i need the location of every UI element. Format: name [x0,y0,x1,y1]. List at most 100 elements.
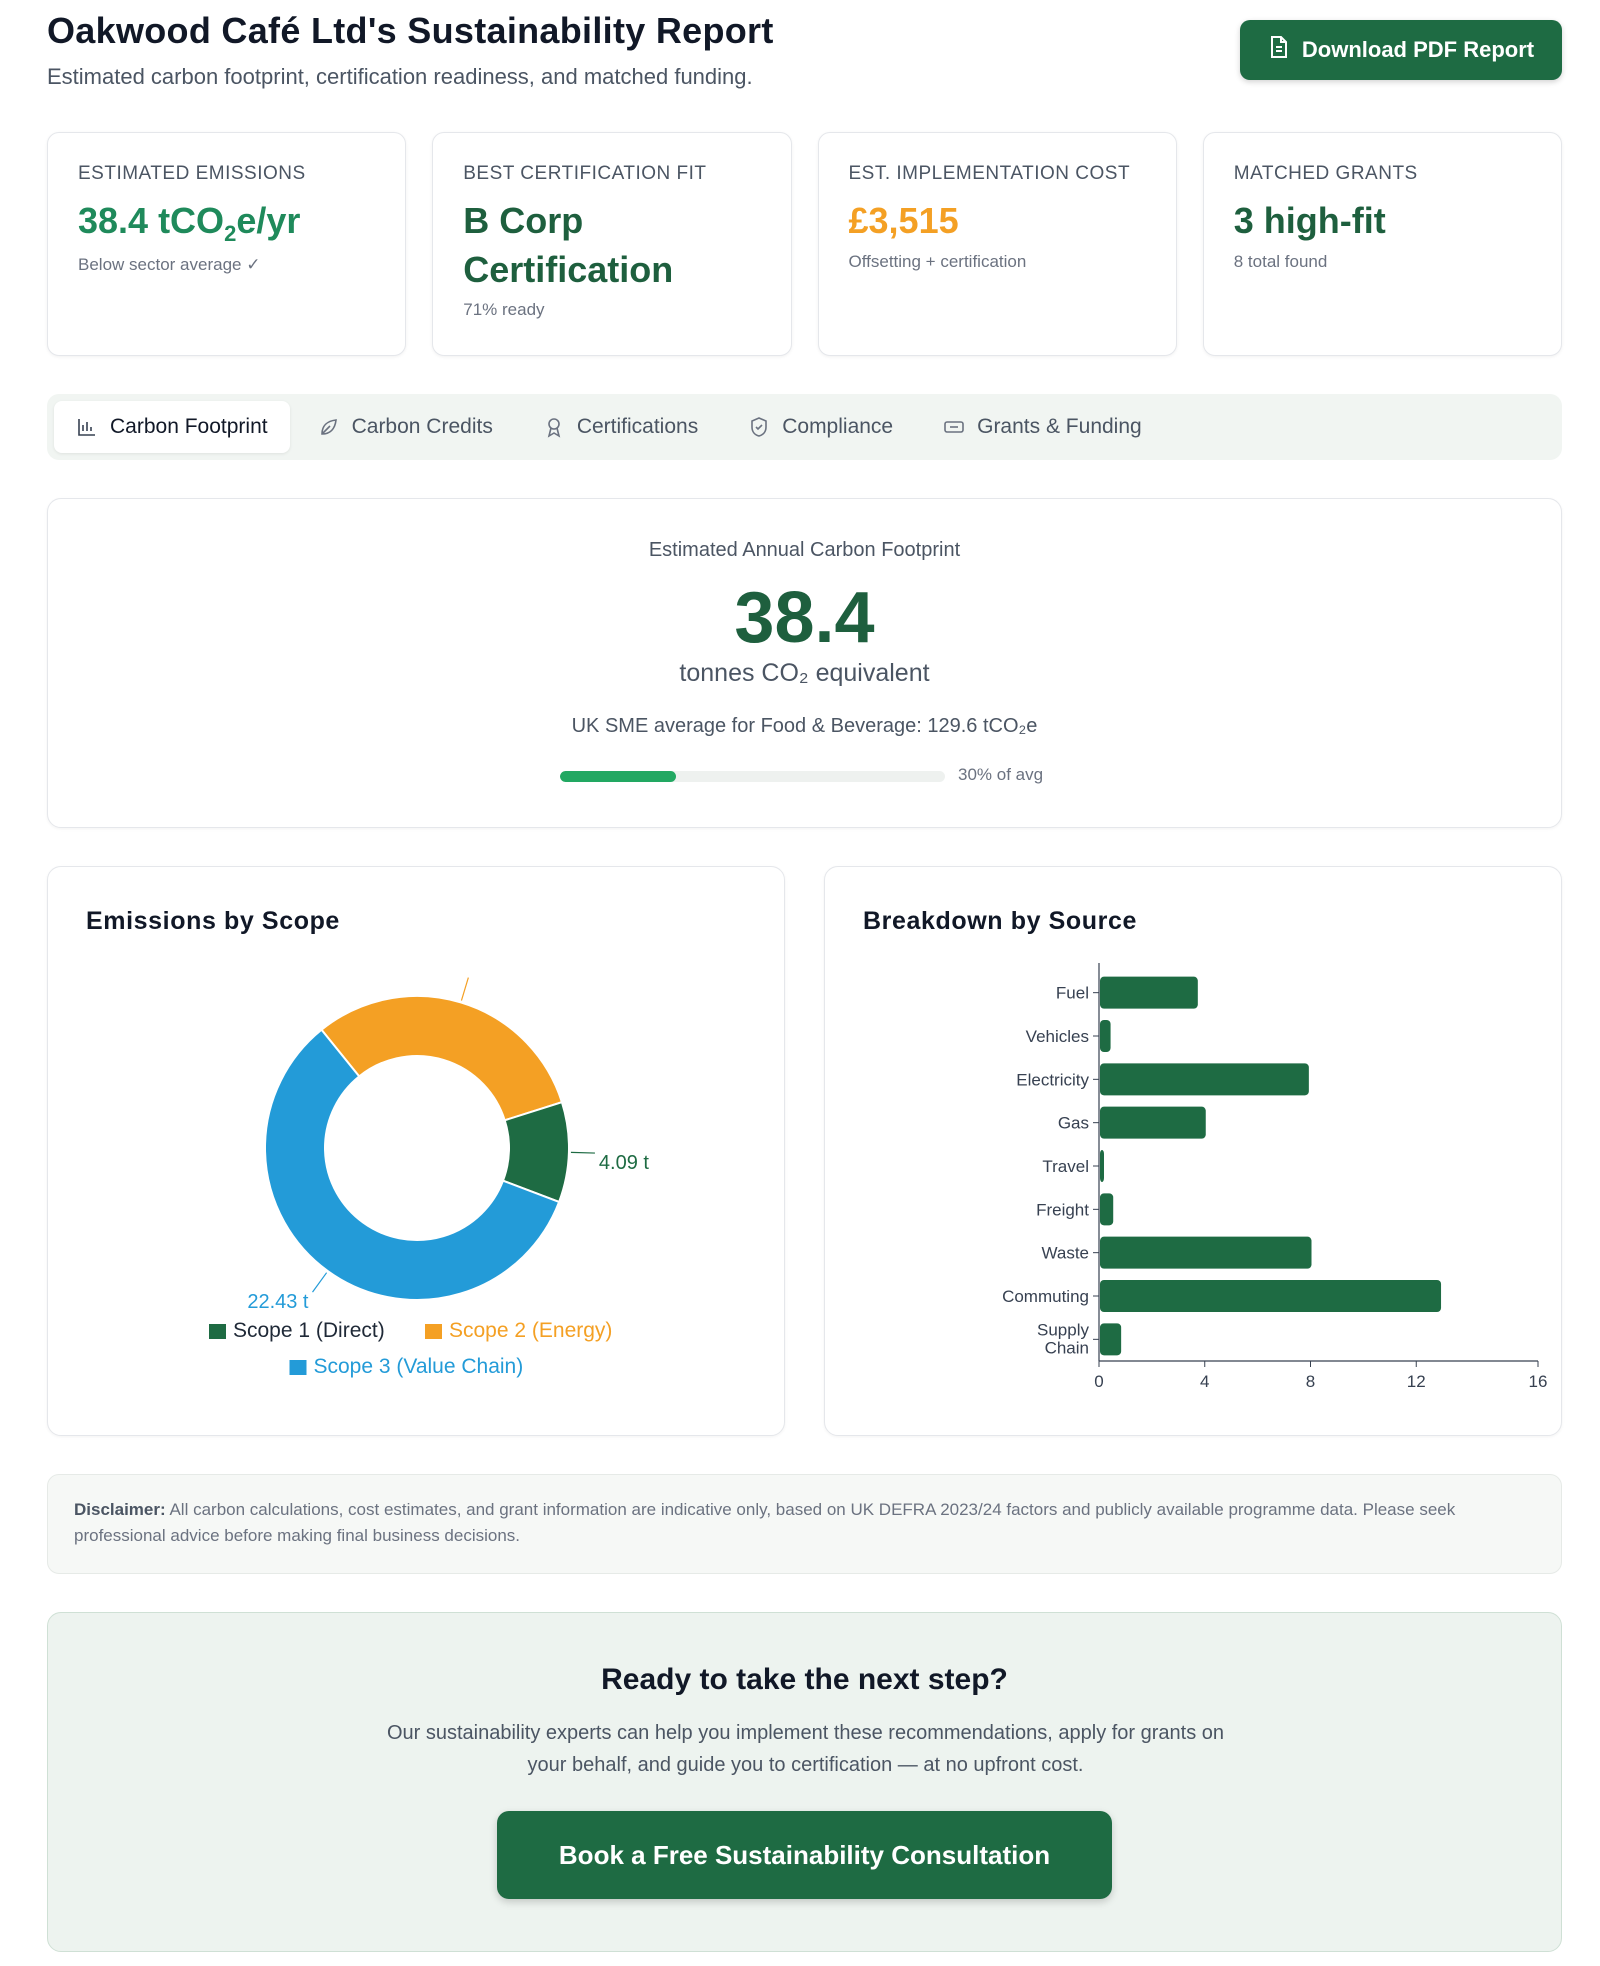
report-tabs: Carbon Footprint Carbon Credits Certific… [47,394,1562,460]
y-tick-label: Travel [1042,1157,1089,1176]
bar-commuting [1100,1280,1442,1312]
y-tick-label: Gas [1058,1114,1089,1133]
y-tick-label: Chain [1045,1338,1089,1357]
kpi-sub: 8 total found [1233,251,1328,271]
chart-title: Breakdown by Source [863,907,1137,935]
disclaimer-heading: Disclaimer: [74,1500,166,1519]
y-tick-label: Waste [1041,1244,1089,1263]
cta-title: Ready to take the next step? [601,1663,1008,1696]
award-icon [547,418,561,438]
legend-label: Scope 1 (Direct) [233,1319,385,1342]
x-tick-label: 16 [1529,1372,1548,1391]
donut-leader-line [460,977,469,1001]
bar-fuel [1100,976,1198,1009]
footprint-summary-card: Estimated Annual Carbon Footprint 38.4 t… [47,498,1562,828]
legend-label: Scope 3 (Value Chain) [314,1355,524,1378]
bar-supply-chain [1100,1323,1122,1356]
kpi-label: Best Certification Fit [463,163,707,184]
tab-label: Compliance [782,415,894,438]
kpi-value: £3,515 [848,200,959,241]
legend-swatch [209,1324,226,1339]
kpi-sub: 71% ready [463,300,545,320]
kpi-sub: Below sector average ✓ [78,254,261,274]
kpi-value: 38.4 tCO2e/yr [78,197,375,249]
legend-swatch [425,1324,442,1339]
bar-waste [1100,1236,1312,1269]
y-tick-label: Electricity [1016,1070,1089,1089]
footprint-value: 38.4 [734,578,875,658]
y-tick-label: Supply [1037,1320,1089,1339]
tab-label: Carbon Footprint [110,415,268,438]
percent-of-average-fill [560,771,676,782]
ticket-icon [944,421,964,433]
emissions-by-scope-chart: 4.09 t 22.43 t Scope 1 (Direct) Scope 2 (En… [209,977,649,1378]
kpi-label: Estimated Emissions [78,163,306,184]
leaf-icon [320,419,337,435]
donut-leader-line [570,1151,595,1154]
kpi-cards: Estimated Emissions 38.4 tCO2e/yr Below … [47,132,1562,356]
book-consultation-button[interactable]: Book a Free Sustainability Consultation [497,1811,1112,1899]
y-tick-label: Freight [1036,1200,1089,1219]
bar-electricity [1100,1063,1309,1096]
bar-vehicles [1100,1020,1111,1052]
tab-compliance[interactable]: Compliance [726,401,915,453]
donut-leader-line [312,1272,328,1293]
x-tick-label: 12 [1407,1372,1426,1391]
emissions-by-scope-card: Emissions by Scope 4.09 t 22.43 t Scope 1 … [47,866,785,1436]
cta-text: Our sustainability experts can help you … [386,1722,1225,1776]
kpi-value-subscript: 2 [224,221,237,247]
legend-swatch [289,1360,307,1375]
kpi-card-certification: Best Certification Fit B Corp Certificat… [432,132,792,356]
tab-carbon-credits[interactable]: Carbon Credits [296,401,515,453]
kpi-card-cost: Est. Implementation Cost £3,515 Offsetti… [817,132,1177,356]
bar-gas [1100,1106,1206,1139]
percent-of-average-label: 30% of avg [958,765,1044,784]
breakdown-by-source-card: Breakdown by Source Fuel Vehicles Electric… [824,866,1562,1436]
sector-average-text: UK SME average for Food & Beverage: 129.… [571,715,1038,737]
tab-label: Grants & Funding [977,415,1142,438]
kpi-card-emissions: Estimated Emissions 38.4 tCO2e/yr Below … [47,132,407,356]
shield-icon [751,417,768,437]
tab-grants-funding[interactable]: Grants & Funding [921,401,1164,453]
footprint-label: Estimated Annual Carbon Footprint [648,539,961,561]
download-pdf-label: Download PDF Report [1301,37,1535,62]
legend-label: Scope 2 (Energy) [449,1319,612,1342]
tab-certifications[interactable]: Certifications [521,401,720,453]
x-tick-label: 8 [1306,1372,1315,1391]
report-header: Oakwood Café Ltd's Sustainability Report… [47,8,1562,98]
breakdown-by-source-chart: Fuel Vehicles Electricity Gas Travel Freight W… [1002,963,1548,1391]
donut-slice-scope-2-energy [320,995,564,1122]
disclaimer: Disclaimer: All carbon calculations, cos… [47,1474,1562,1574]
x-tick-label: 4 [1200,1372,1209,1391]
kpi-value: B Corp Certification [463,200,674,290]
disclaimer-text: All carbon calculations, cost estimates,… [74,1500,1456,1545]
kpi-value: 3 high-fit [1233,200,1386,241]
tab-carbon-footprint[interactable]: Carbon Footprint [54,401,290,453]
donut-slice-scope-3-value-chain [264,1028,561,1301]
kpi-sub: Offsetting + certification [848,251,1027,271]
x-tick-label: 0 [1094,1372,1103,1391]
y-tick-label: Vehicles [1026,1027,1089,1046]
kpi-value-main: 38.4 tCO [78,200,225,241]
kpi-label: Matched Grants [1233,163,1418,184]
kpi-value-tail: e/yr [236,200,301,241]
bar-travel [1100,1150,1104,1182]
kpi-card-grants: Matched Grants 3 high-fit 8 total found [1202,132,1562,356]
bar-chart-icon [78,419,95,436]
y-tick-label: Fuel [1056,984,1089,1003]
page-subtitle: Estimated carbon footprint, certificatio… [47,64,753,89]
chart-title: Emissions by Scope [86,907,340,935]
page-title: Oakwood Café Ltd's Sustainability Report [47,10,774,51]
tab-label: Carbon Credits [351,415,493,438]
donut-data-label: 22.43 t [247,1291,309,1313]
kpi-label: Est. Implementation Cost [848,163,1131,184]
y-tick-label: Commuting [1002,1287,1089,1306]
footprint-unit: tonnes CO₂ equivalent [679,659,930,687]
tab-label: Certifications [576,415,699,438]
consultation-cta: Ready to take the next step? Our sustain… [47,1612,1562,1952]
donut-data-label: 4.09 t [599,1152,649,1174]
bar-freight [1100,1193,1114,1226]
percent-of-average-bar [560,771,945,782]
download-pdf-button[interactable]: Download PDF Report [1240,20,1562,80]
document-icon [1268,35,1290,65]
